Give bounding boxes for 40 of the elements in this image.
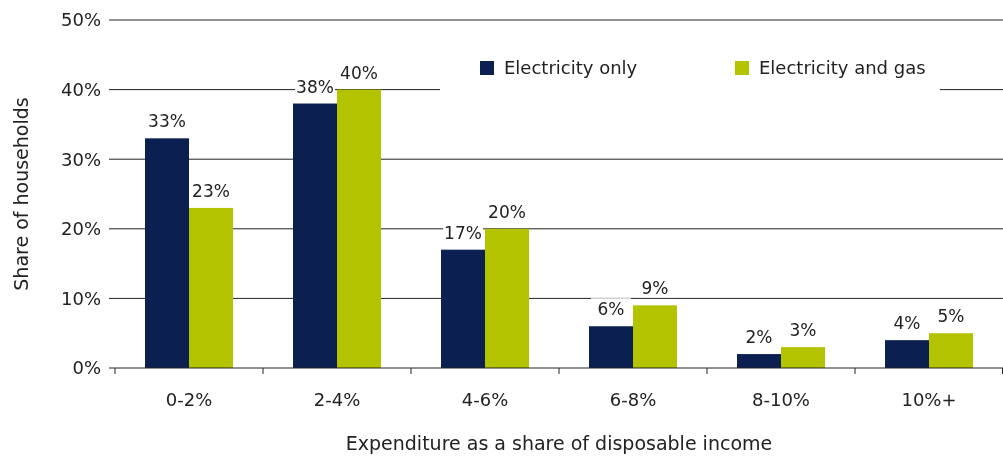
bar bbox=[781, 347, 825, 368]
legend-label: Electricity only bbox=[504, 57, 638, 79]
bar bbox=[885, 340, 929, 368]
bar bbox=[189, 207, 233, 368]
data-label: 38% bbox=[296, 76, 334, 97]
x-tick-label: 4-6% bbox=[461, 389, 509, 410]
x-axis-title: Expenditure as a share of disposable income bbox=[345, 432, 773, 454]
bar bbox=[441, 249, 485, 368]
y-tick-label: 0% bbox=[72, 357, 101, 379]
data-label: 33% bbox=[148, 111, 186, 132]
data-label: 3% bbox=[789, 320, 817, 341]
bar bbox=[337, 89, 381, 368]
x-tick-label: 8-10% bbox=[752, 389, 810, 410]
y-tick-label: 20% bbox=[60, 218, 101, 240]
x-tick-label: 10%+ bbox=[901, 389, 957, 410]
bar bbox=[485, 228, 529, 368]
bar bbox=[929, 333, 973, 368]
data-label: 9% bbox=[641, 278, 669, 299]
y-tick-label: 10% bbox=[60, 287, 101, 309]
data-label: 17% bbox=[444, 222, 482, 243]
data-label: 2% bbox=[745, 327, 773, 348]
data-label: 23% bbox=[192, 180, 230, 201]
bar bbox=[737, 354, 781, 368]
data-label: 20% bbox=[488, 201, 526, 222]
y-tick-label: 30% bbox=[60, 148, 101, 170]
x-tick-label: 6-8% bbox=[609, 389, 657, 410]
bar bbox=[293, 103, 337, 368]
data-label: 5% bbox=[937, 306, 965, 327]
y-tick-label: 40% bbox=[60, 78, 101, 100]
data-label: 4% bbox=[893, 313, 921, 334]
bar bbox=[633, 305, 677, 368]
bar bbox=[145, 138, 189, 368]
y-axis-title: Share of households bbox=[10, 97, 32, 291]
x-tick-label: 2-4% bbox=[313, 389, 361, 410]
data-label: 40% bbox=[340, 62, 378, 83]
y-tick-label: 50% bbox=[60, 9, 101, 31]
legend-label: Electricity and gas bbox=[759, 57, 926, 79]
x-tick-label: 0-2% bbox=[165, 389, 213, 410]
bar bbox=[589, 326, 633, 368]
data-label: 6% bbox=[597, 299, 625, 320]
